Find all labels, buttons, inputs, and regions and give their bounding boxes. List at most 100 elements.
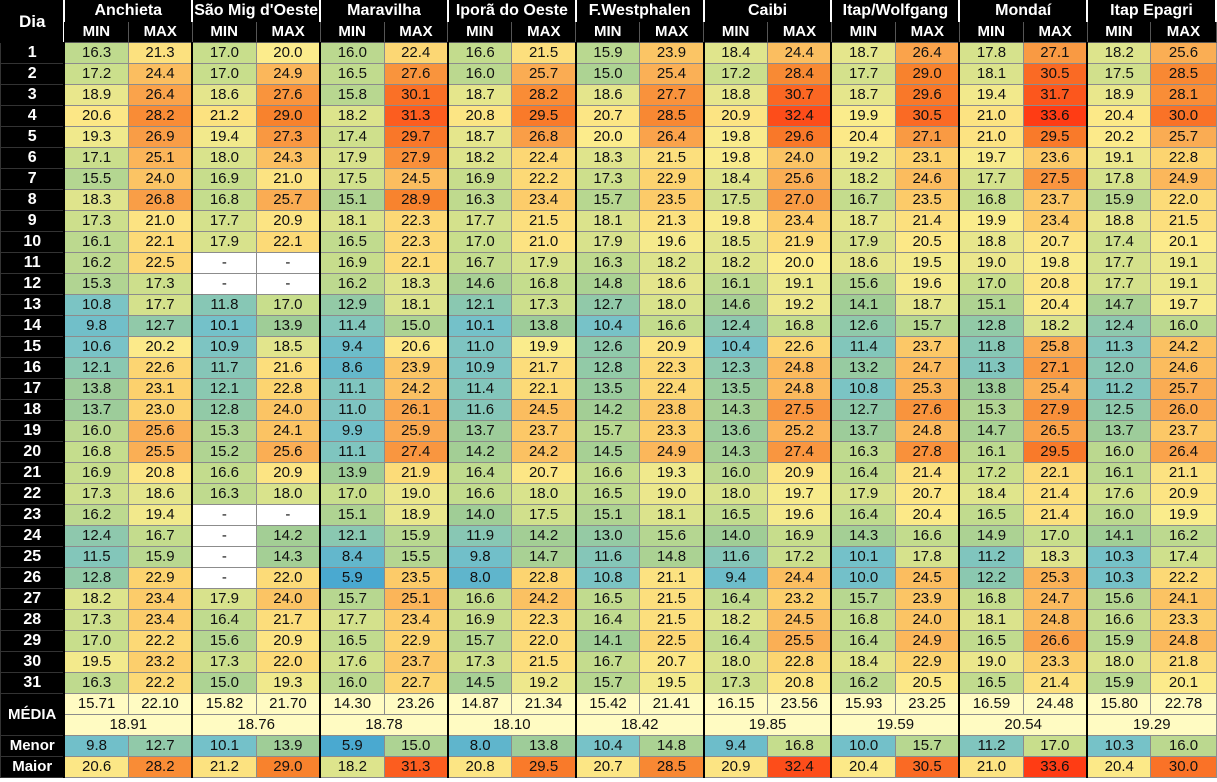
temperature-cell: 16.0 bbox=[702, 462, 769, 484]
temperature-cell: 30.5 bbox=[1022, 63, 1088, 85]
temperature-cell: 14.8 bbox=[574, 273, 641, 295]
temperature-cell: 17.9 bbox=[511, 252, 577, 274]
temperature-cell: 20.8 bbox=[1022, 273, 1088, 295]
temperature-cell: 20.9 bbox=[702, 756, 769, 778]
maior-row: Maior 20.6 28.2 21.2 29.0 18.2 31.3 20.8 29.5 20.… bbox=[0, 756, 1217, 778]
temperature-cell: 22.3 bbox=[511, 609, 577, 631]
temperature-cell: 21.1 bbox=[639, 567, 705, 589]
temperature-cell: 16.8 bbox=[63, 441, 129, 463]
temperature-cell: 12.8 bbox=[958, 315, 1024, 337]
temperature-cell: 16.3 bbox=[63, 42, 129, 64]
temperature-cell: 14.3 bbox=[255, 546, 321, 568]
temperature-cell: 21.4 bbox=[894, 210, 960, 232]
temperature-cell: 10.8 bbox=[574, 567, 641, 589]
temperature-cell: 9.8 bbox=[446, 546, 513, 568]
temperature-cell: 22.4 bbox=[383, 42, 449, 64]
temperature-cell: 11.8 bbox=[191, 294, 257, 316]
temperature-cell: 17.0 bbox=[191, 63, 257, 85]
temperature-cell: 16.5 bbox=[958, 504, 1024, 526]
table-row: 31 16.3 22.2 15.0 19.3 16.0 22.7 14.5 19.2 15.7 19… bbox=[0, 672, 1217, 694]
temperature-cell: 15.0 bbox=[191, 672, 257, 694]
temperature-cell: 17.0 bbox=[1022, 525, 1088, 547]
temperature-cell: 24.2 bbox=[383, 378, 449, 400]
temperature-cell: 10.3 bbox=[1086, 546, 1152, 568]
max-column-header: MAX bbox=[1150, 21, 1217, 43]
day-number: 1 bbox=[0, 42, 65, 64]
temperature-cell: 29.0 bbox=[894, 63, 960, 85]
temperature-cell: 20.5 bbox=[894, 672, 960, 694]
temperature-cell: 13.7 bbox=[830, 420, 896, 442]
temperature-cell: 18.2 bbox=[1086, 42, 1152, 64]
temperature-cell: 20.1 bbox=[1150, 672, 1217, 694]
temperature-cell: 20.4 bbox=[1086, 756, 1152, 778]
city-header: Itap/Wolfgang bbox=[830, 0, 961, 22]
temperature-cell: 10.4 bbox=[574, 735, 641, 757]
temperature-cell: 24.5 bbox=[511, 399, 577, 421]
temperature-cell: 15.6 bbox=[1086, 588, 1152, 610]
temperature-cell: 29.0 bbox=[255, 105, 321, 127]
temperature-cell: 19.3 bbox=[255, 672, 321, 694]
temperature-cell: 11.1 bbox=[319, 441, 385, 463]
temperature-cell: 16.2 bbox=[63, 504, 129, 526]
table-row: 29 17.0 22.2 15.6 20.9 16.5 22.9 15.7 22.0 14.1 22… bbox=[0, 630, 1217, 652]
table-row: 13 10.8 17.7 11.8 17.0 12.9 18.1 12.1 17.3 12.7 18… bbox=[0, 294, 1217, 316]
temperature-cell: 18.7 bbox=[830, 210, 896, 232]
temperature-cell: 8.4 bbox=[319, 546, 385, 568]
city-header-row: Dia Anchieta São Mig d'Oeste Maravilha Ipor… bbox=[0, 0, 1217, 43]
temperature-cell: 12.0 bbox=[1086, 357, 1152, 379]
temperature-cell: 24.8 bbox=[1150, 630, 1217, 652]
day-number: 10 bbox=[0, 231, 65, 253]
min-column-header: MIN bbox=[447, 21, 513, 43]
temperature-cell: 27.6 bbox=[383, 63, 449, 85]
temperature-cell: - bbox=[191, 525, 257, 547]
temperature-cell: 20.8 bbox=[446, 756, 513, 778]
temperature-cell: 19.5 bbox=[63, 651, 129, 673]
temperature-cell: 16.0 bbox=[63, 420, 129, 442]
temperature-cell: 29.5 bbox=[1022, 441, 1088, 463]
media-value: 22.78 bbox=[1150, 693, 1217, 715]
temperature-cell: 15.0 bbox=[383, 315, 449, 337]
daily-rows: 1 16.3 21.3 17.0 20.0 16.0 22.4 16.6 21.5 15.9 23.… bbox=[0, 42, 1217, 778]
media-value: 23.56 bbox=[767, 693, 832, 715]
temperature-cell: 14.3 bbox=[702, 441, 769, 463]
temperature-cell: 15.9 bbox=[1086, 630, 1152, 652]
temperature-cell: 27.5 bbox=[1022, 168, 1088, 190]
temperature-cell: 16.0 bbox=[1086, 441, 1152, 463]
temperature-cell: 23.7 bbox=[1022, 189, 1088, 211]
temperature-cell: 17.5 bbox=[319, 168, 385, 190]
media-overall-row: 18.91 18.76 18.78 18.10 18.42 19.85 19.59 20.54… bbox=[1, 714, 1217, 736]
temperature-cell: 17.7 bbox=[958, 168, 1024, 190]
day-number: 21 bbox=[0, 462, 65, 484]
temperature-cell: 22.6 bbox=[127, 357, 193, 379]
temperature-cell: 11.1 bbox=[319, 378, 385, 400]
temperature-cell: 20.9 bbox=[255, 462, 321, 484]
temperature-cell: 17.4 bbox=[1150, 546, 1217, 568]
temperature-cell: 19.9 bbox=[830, 105, 896, 127]
temperature-cell: 25.8 bbox=[1022, 336, 1088, 358]
temperature-cell: 14.1 bbox=[1086, 525, 1152, 547]
temperature-cell: 20.9 bbox=[639, 336, 705, 358]
temperature-cell: 24.9 bbox=[639, 441, 705, 463]
temperature-cell: 21.7 bbox=[255, 609, 321, 631]
temperature-cell: 16.0 bbox=[1150, 315, 1217, 337]
temperature-cell: 17.3 bbox=[446, 651, 513, 673]
temperature-cell: 26.4 bbox=[894, 42, 960, 64]
temperature-cell: 18.4 bbox=[958, 483, 1024, 505]
temperature-cell: 10.4 bbox=[574, 315, 641, 337]
temperature-cell: 25.6 bbox=[1150, 42, 1217, 64]
temperature-cell: 12.8 bbox=[191, 399, 257, 421]
temperature-cell: 24.5 bbox=[894, 567, 960, 589]
temperature-cell: 18.9 bbox=[383, 504, 449, 526]
temperature-cell: 15.7 bbox=[574, 189, 641, 211]
temperature-cell: 20.7 bbox=[574, 105, 641, 127]
temperature-cell: 23.8 bbox=[639, 399, 705, 421]
temperature-cell: 15.9 bbox=[574, 42, 641, 64]
temperature-cell: 19.4 bbox=[127, 504, 193, 526]
temperature-cell: 25.3 bbox=[894, 378, 960, 400]
temperature-cell: 16.4 bbox=[830, 504, 896, 526]
temperature-cell: 20.6 bbox=[63, 105, 129, 127]
temperature-cell: 17.7 bbox=[446, 210, 513, 232]
temperature-cell: 24.4 bbox=[767, 42, 832, 64]
temperature-cell: 19.3 bbox=[63, 126, 129, 148]
temperature-cell: 24.0 bbox=[767, 147, 832, 169]
